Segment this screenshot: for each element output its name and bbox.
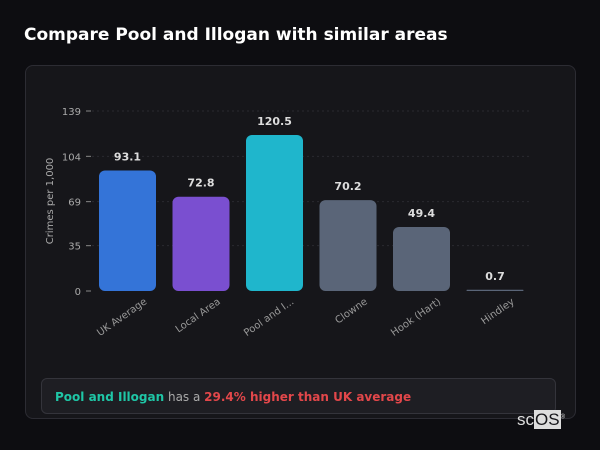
comparison-value: 29.4% higher than UK average: [204, 390, 412, 404]
bar: [172, 196, 230, 291]
x-tick-label: UK Average: [95, 296, 149, 338]
data-label: 120.5: [257, 115, 292, 128]
scos-logo: scOS®: [517, 410, 565, 429]
y-tick-label: 0: [75, 287, 81, 298]
area-name: Pool and Illogan: [55, 390, 165, 404]
x-tick-label: Hook (Hart): [389, 296, 443, 338]
bar: [466, 289, 524, 291]
data-label: 93.1: [114, 150, 141, 163]
y-tick-label: 69: [68, 198, 81, 209]
x-tick-label: Clowne: [333, 296, 369, 326]
note-text: has a: [164, 390, 205, 404]
data-label: 70.2: [334, 180, 361, 193]
data-label: 72.8: [187, 177, 214, 190]
y-tick-label: 139: [62, 107, 81, 118]
y-axis-label: Crimes per 1,000: [45, 158, 56, 245]
x-tick-label: Local Area: [174, 296, 223, 335]
bar: [99, 170, 156, 291]
data-label: 0.7: [485, 270, 505, 283]
y-tick-label: 35: [68, 242, 81, 253]
data-label: 49.4: [408, 207, 435, 220]
bar: [393, 227, 450, 291]
bar: [246, 134, 303, 291]
bar: [319, 200, 377, 291]
x-tick-label: Hindley: [479, 296, 516, 327]
y-tick-label: 104: [62, 152, 81, 163]
comparison-note: Pool and Illogan has a 29.4% higher than…: [41, 378, 556, 414]
page-title: Compare Pool and Illogan with similar ar…: [24, 25, 448, 45]
x-tick-label: Pool and I...: [242, 296, 296, 338]
